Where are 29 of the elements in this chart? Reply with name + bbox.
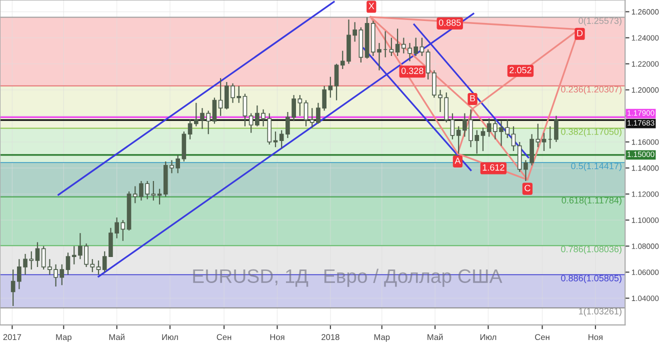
annotation: 0.885: [438, 19, 461, 26]
ref-line-label: 0.5(1.14417): [571, 162, 622, 171]
ref-line-label: 0.886(1.05805): [561, 274, 622, 284]
x-tick-label: Май: [109, 334, 124, 340]
annotation: 1.612: [482, 164, 504, 171]
x-tick-label: Мар: [56, 334, 72, 342]
x-tick-label: Сен: [535, 334, 550, 340]
ref-line-label: 0.786(1.08036): [561, 246, 622, 254]
annotation: 0.328: [401, 68, 424, 74]
x-tick-label: Мар: [374, 334, 390, 342]
annotation: A: [454, 158, 461, 164]
ref-line-label: 1(1.03261): [579, 308, 622, 316]
annotation: D: [577, 30, 583, 36]
x-tick-label: Ноя: [270, 334, 284, 340]
x-tick-label: 2017: [3, 334, 22, 340]
annotation: 2.052: [510, 66, 532, 74]
ref-line-label: 0.236(1.20307): [561, 86, 622, 94]
x-tick-label: Май: [428, 334, 443, 340]
annotation: C: [524, 184, 530, 192]
x-tick-label: Июл: [480, 334, 496, 340]
x-tick-label: Сен: [216, 334, 232, 340]
x-tick-label: 2018: [322, 334, 340, 340]
x-tick-label: Июл: [162, 334, 178, 340]
annotation: B: [470, 95, 476, 102]
ref-line-label: 0(1.25573): [578, 17, 622, 26]
x-tick-label: Ноя: [588, 334, 602, 340]
ref-line-label: 0.382(1.17050): [561, 128, 622, 137]
annotation: X: [368, 2, 374, 10]
ref-line-label: 0.618(1.11784): [562, 196, 622, 206]
